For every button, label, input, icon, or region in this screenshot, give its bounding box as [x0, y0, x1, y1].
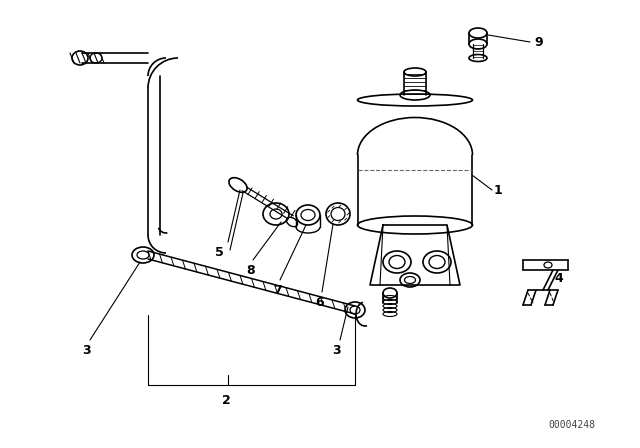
Text: 8: 8: [246, 263, 255, 276]
Text: 4: 4: [554, 271, 563, 284]
Text: 1: 1: [494, 184, 503, 197]
Text: 00004248: 00004248: [548, 420, 595, 430]
Text: 3: 3: [332, 344, 340, 357]
Text: 3: 3: [82, 344, 91, 357]
Text: 5: 5: [215, 246, 224, 258]
Text: 6: 6: [315, 296, 324, 309]
Text: 2: 2: [222, 393, 231, 406]
Text: 9: 9: [534, 35, 543, 48]
Text: 7: 7: [273, 284, 282, 297]
